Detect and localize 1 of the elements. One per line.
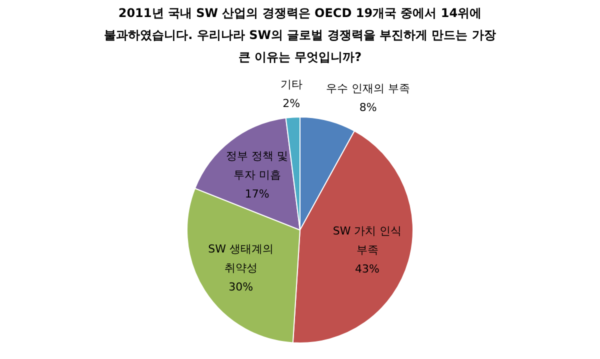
title: 2011년 국내 SW 산업의 경쟁력은 OECD 19개국 중에서 14위에 불과하였습니다. 우리나라 SW의 글로벌 경쟁력을 부진하게 만드는 가장 큰 이유는 무엇입니까? — [104, 6, 496, 64]
